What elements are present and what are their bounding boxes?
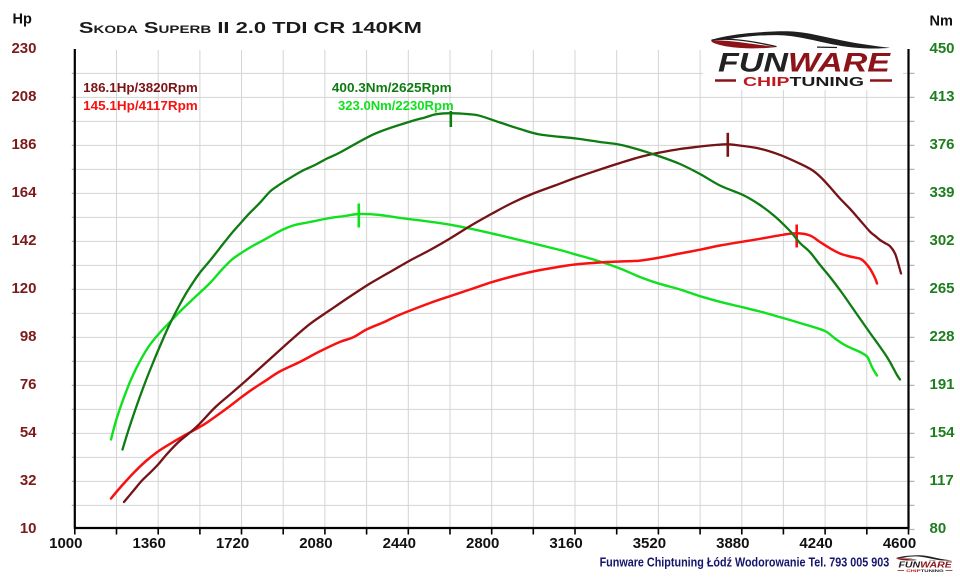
svg-text:265: 265 bbox=[930, 280, 955, 297]
svg-text:400.3Nm/2625Rpm: 400.3Nm/2625Rpm bbox=[332, 80, 452, 95]
svg-text:228: 228 bbox=[930, 328, 955, 345]
svg-text:339: 339 bbox=[930, 184, 955, 201]
svg-text:3520: 3520 bbox=[633, 535, 666, 552]
svg-text:323.0Nm/2230Rpm: 323.0Nm/2230Rpm bbox=[338, 98, 454, 113]
svg-text:98: 98 bbox=[20, 328, 37, 345]
svg-text:Nm: Nm bbox=[930, 14, 953, 30]
svg-text:4600: 4600 bbox=[883, 535, 916, 552]
svg-text:1720: 1720 bbox=[216, 535, 249, 552]
svg-text:450: 450 bbox=[930, 40, 955, 57]
svg-text:142: 142 bbox=[11, 232, 36, 249]
svg-text:2080: 2080 bbox=[299, 535, 332, 552]
svg-text:32: 32 bbox=[20, 472, 37, 489]
svg-text:80: 80 bbox=[930, 520, 947, 537]
svg-text:164: 164 bbox=[11, 184, 37, 201]
svg-text:54: 54 bbox=[20, 424, 37, 441]
svg-text:376: 376 bbox=[930, 136, 955, 153]
svg-text:1000: 1000 bbox=[49, 535, 82, 552]
svg-text:302: 302 bbox=[930, 232, 955, 249]
svg-text:Funware Chiptuning Łódź Wodoro: Funware Chiptuning Łódź Wodorowanie Tel.… bbox=[600, 556, 890, 570]
svg-text:413: 413 bbox=[930, 88, 955, 105]
svg-text:Skoda Superb II 2.0 TDI CR 140: Skoda Superb II 2.0 TDI CR 140KM bbox=[79, 20, 422, 37]
svg-text:3880: 3880 bbox=[716, 535, 749, 552]
svg-text:1360: 1360 bbox=[133, 535, 166, 552]
svg-text:186.1Hp/3820Rpm: 186.1Hp/3820Rpm bbox=[83, 80, 198, 95]
svg-text:145.1Hp/4117Rpm: 145.1Hp/4117Rpm bbox=[83, 98, 198, 113]
svg-text:76: 76 bbox=[20, 376, 37, 393]
svg-text:2440: 2440 bbox=[383, 535, 416, 552]
svg-text:230: 230 bbox=[11, 40, 36, 57]
svg-text:2800: 2800 bbox=[466, 535, 499, 552]
svg-text:191: 191 bbox=[930, 376, 955, 393]
svg-text:3160: 3160 bbox=[549, 535, 582, 552]
svg-text:208: 208 bbox=[11, 88, 36, 105]
svg-text:186: 186 bbox=[11, 136, 36, 153]
svg-text:4240: 4240 bbox=[799, 535, 832, 552]
svg-text:10: 10 bbox=[20, 520, 37, 537]
svg-text:117: 117 bbox=[930, 472, 954, 489]
svg-text:120: 120 bbox=[11, 280, 36, 297]
svg-text:154: 154 bbox=[930, 424, 956, 441]
svg-text:Hp: Hp bbox=[13, 11, 32, 27]
